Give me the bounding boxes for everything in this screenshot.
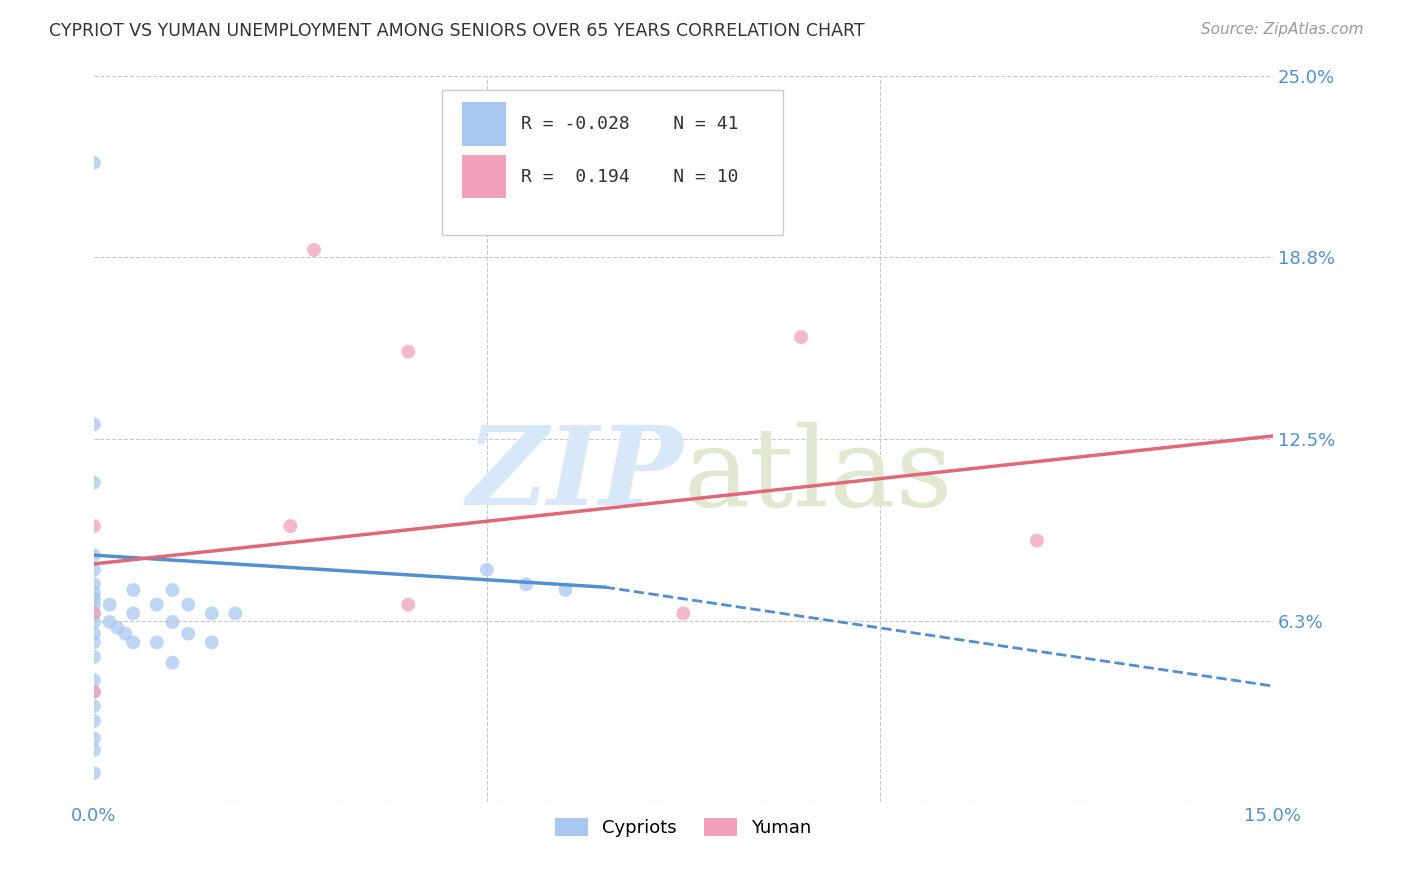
- Text: Source: ZipAtlas.com: Source: ZipAtlas.com: [1201, 22, 1364, 37]
- Point: [83, 626, 105, 640]
- Point: [122, 607, 145, 621]
- Point: [177, 598, 200, 612]
- Point: [83, 417, 105, 432]
- Point: [122, 635, 145, 649]
- Legend: Cypriots, Yuman: Cypriots, Yuman: [548, 810, 818, 844]
- Point: [98, 615, 121, 629]
- Point: [83, 591, 105, 606]
- Point: [177, 626, 200, 640]
- Point: [162, 615, 184, 629]
- Text: atlas: atlas: [683, 422, 953, 529]
- Point: [98, 598, 121, 612]
- Point: [224, 607, 246, 621]
- Point: [83, 649, 105, 664]
- Point: [201, 607, 224, 621]
- Point: [83, 598, 105, 612]
- Point: [83, 685, 105, 699]
- Point: [162, 583, 184, 598]
- Bar: [461, 154, 506, 198]
- Point: [146, 598, 169, 612]
- Point: [396, 598, 419, 612]
- Point: [83, 699, 105, 714]
- Point: [83, 607, 105, 621]
- Point: [515, 577, 537, 591]
- Point: [83, 685, 105, 699]
- Point: [83, 548, 105, 562]
- Point: [83, 714, 105, 728]
- Point: [790, 330, 813, 344]
- Point: [83, 475, 105, 490]
- Point: [107, 621, 129, 635]
- Point: [83, 155, 105, 169]
- Point: [83, 635, 105, 649]
- Point: [146, 635, 169, 649]
- Point: [83, 519, 105, 533]
- Point: [83, 586, 105, 600]
- Point: [672, 607, 695, 621]
- Point: [302, 243, 325, 257]
- Bar: [461, 103, 506, 146]
- Text: CYPRIOT VS YUMAN UNEMPLOYMENT AMONG SENIORS OVER 65 YEARS CORRELATION CHART: CYPRIOT VS YUMAN UNEMPLOYMENT AMONG SENI…: [49, 22, 865, 40]
- Point: [83, 607, 105, 621]
- Point: [280, 519, 302, 533]
- Point: [1025, 533, 1047, 548]
- Point: [83, 615, 105, 629]
- Point: [475, 563, 498, 577]
- Point: [83, 743, 105, 757]
- Point: [83, 731, 105, 746]
- Point: [83, 577, 105, 591]
- Point: [122, 583, 145, 598]
- Point: [83, 563, 105, 577]
- FancyBboxPatch shape: [441, 90, 783, 235]
- Point: [83, 766, 105, 780]
- Point: [114, 626, 136, 640]
- Point: [162, 656, 184, 670]
- Point: [83, 673, 105, 688]
- Point: [201, 635, 224, 649]
- Point: [554, 583, 576, 598]
- Text: R =  0.194    N = 10: R = 0.194 N = 10: [520, 168, 738, 186]
- Point: [396, 344, 419, 359]
- Text: ZIP: ZIP: [467, 422, 683, 529]
- Text: R = -0.028    N = 41: R = -0.028 N = 41: [520, 115, 738, 133]
